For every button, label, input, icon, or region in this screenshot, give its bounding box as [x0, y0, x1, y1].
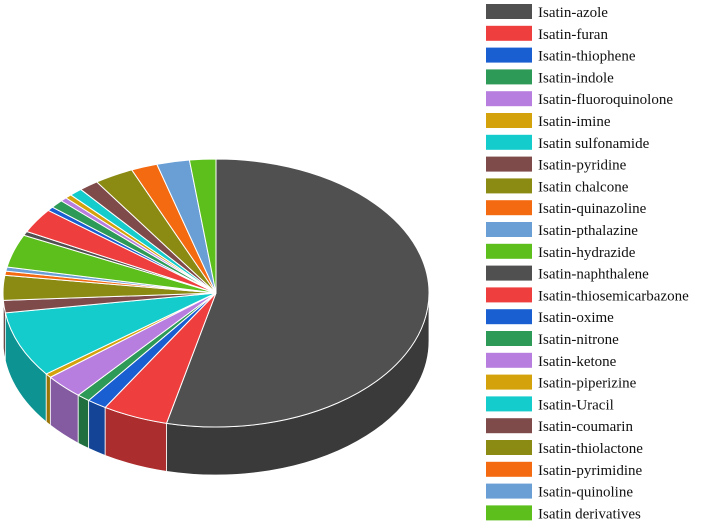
legend-item-isatin-imine: Isatin-imine [486, 113, 611, 130]
slice-side-isatin-thiophene [88, 399, 106, 457]
legend-label: Isatin-Uracil [538, 397, 614, 413]
legend-item-isatin-nitrone: Isatin-nitrone [486, 331, 619, 348]
legend-item-isatin-fluoroquinolone: Isatin-fluoroquinolone [486, 91, 673, 108]
legend-swatch [486, 69, 532, 85]
legend-item-isatin-thiophene: Isatin-thiophene [486, 47, 636, 65]
legend-label: Isatin-thiophene [538, 49, 636, 65]
legend-label: Isatin-naphthalene [538, 267, 649, 283]
legend-swatch [486, 243, 532, 259]
legend-label: Isatin-nitrone [538, 332, 619, 348]
legend-item-isatin-ketone: Isatin-ketone [486, 352, 617, 370]
slice-isatin-derivatives [188, 158, 217, 294]
legend-item-isatin-azole: Isatin-azole [486, 4, 608, 21]
slice-isatin-sulfonamide [4, 292, 217, 375]
legend-item-isatin-naphthalene: Isatin-naphthalene [486, 265, 649, 283]
legend-item-isatin-sulfonamide: Isatin sulfonamide [486, 134, 650, 152]
legend-item-isatin-thiosemicarbazone: Isatin-thiosemicarbazone [486, 287, 689, 304]
legend-label: Isatin sulfonamide [538, 136, 650, 152]
legend-swatch [486, 331, 532, 346]
legend-swatch [486, 178, 532, 194]
legend-swatch [486, 396, 532, 412]
legend-swatch [486, 374, 532, 390]
legend-label: Isatin-imine [538, 114, 611, 130]
legend-label: Isatin-azole [538, 5, 608, 21]
legend-label: Isatin-fluoroquinolone [538, 92, 673, 108]
legend-swatch [486, 461, 532, 477]
legend-item-isatin-thiolactone: Isatin-thiolactone [486, 440, 643, 457]
legend-label: Isatin-pyridine [538, 158, 627, 174]
legend-swatch [486, 222, 532, 237]
legend-item-isatin-oxime: Isatin-oxime [486, 309, 614, 326]
legend-swatch [486, 91, 532, 107]
legend-swatch [486, 505, 532, 521]
legend-swatch [486, 47, 532, 63]
legend-label: Isatin derivatives [538, 506, 641, 522]
legend-swatch [486, 287, 532, 303]
legend-swatch [486, 113, 532, 128]
legend-swatch [486, 265, 532, 281]
legend-label: Isatin-quinoline [538, 485, 633, 501]
legend-item-isatin-quinazoline: Isatin-quinazoline [486, 200, 647, 217]
legend-item-isatin-pthalazine: Isatin-pthalazine [486, 222, 638, 239]
legend-item-isatin-pyridine: Isatin-pyridine [486, 156, 627, 174]
legend-label: Isatin-oxime [538, 310, 614, 326]
legend-label: Isatin-coumarin [538, 419, 633, 435]
legend-swatch [486, 352, 532, 368]
legend-swatch [486, 440, 532, 455]
legend-swatch [486, 483, 532, 499]
legend-swatch [486, 309, 532, 325]
legend-label: Isatin-pyrimidine [538, 463, 642, 479]
legend-item-isatin-derivatives: Isatin derivatives [486, 505, 641, 522]
legend-label: Isatin-thiolactone [538, 441, 643, 457]
legend-item-isatin-uracil: Isatin-Uracil [486, 396, 614, 413]
legend-label: Isatin-thiosemicarbazone [538, 288, 689, 304]
slice-side-isatin-imine [45, 373, 51, 427]
pie-group [2, 158, 430, 476]
legend-swatch [486, 134, 532, 150]
legend-label: Isatin-furan [538, 27, 608, 43]
legend-label: Isatin-pthalazine [538, 223, 638, 239]
legend-label: Isatin-hydrazide [538, 245, 636, 261]
legend-item-isatin-hydrazide: Isatin-hydrazide [486, 243, 636, 261]
legend-swatch [486, 4, 532, 19]
legend-item-isatin-chalcone: Isatin chalcone [486, 178, 629, 195]
legend: Isatin-azole Isatin-furan Isatin-thiophene… [486, 4, 689, 522]
legend-swatch [486, 200, 532, 216]
legend-item-isatin-indole: Isatin-indole [486, 69, 614, 86]
slice-isatin-azole [165, 158, 430, 428]
legend-item-isatin-piperizine: Isatin-piperizine [486, 374, 637, 392]
legend-swatch [486, 25, 532, 41]
legend-swatch [486, 156, 532, 172]
legend-label: Isatin-indole [538, 70, 614, 86]
legend-swatch [486, 418, 532, 434]
legend-item-isatin-coumarin: Isatin-coumarin [486, 418, 633, 435]
legend-label: Isatin-piperizine [538, 376, 637, 392]
slice-side-isatin-indole [77, 394, 90, 450]
legend-item-isatin-quinoline: Isatin-quinoline [486, 483, 633, 501]
legend-item-isatin-furan: Isatin-furan [486, 25, 608, 43]
legend-item-isatin-pyrimidine: Isatin-pyrimidine [486, 461, 642, 479]
legend-label: Isatin-ketone [538, 354, 617, 370]
legend-label: Isatin chalcone [538, 179, 629, 195]
legend-label: Isatin-quinazoline [538, 201, 647, 217]
